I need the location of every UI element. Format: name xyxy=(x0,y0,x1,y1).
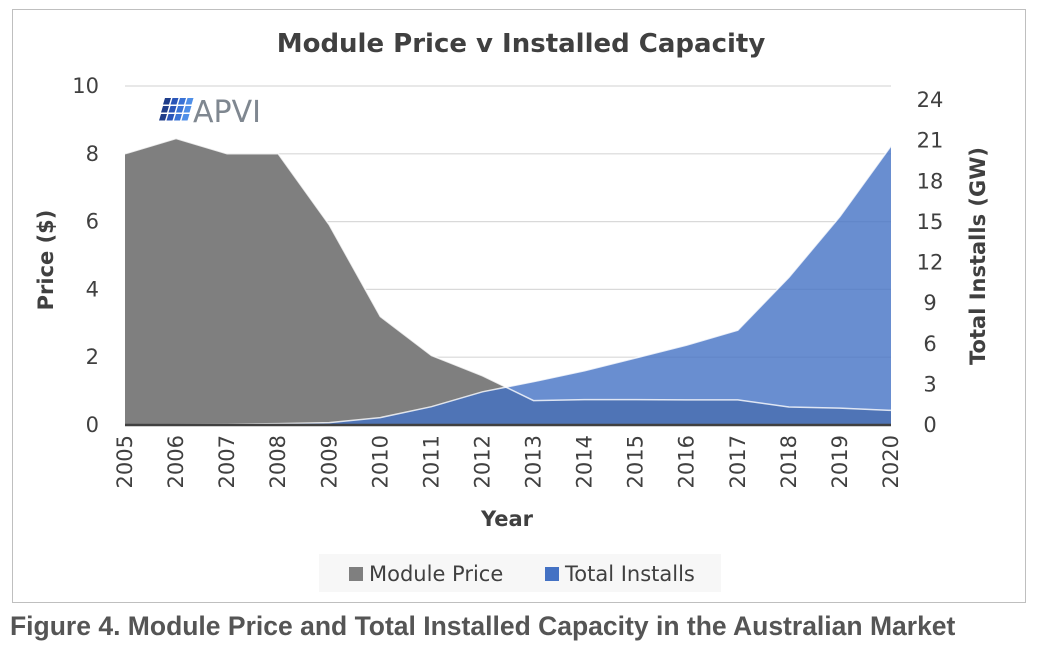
x-tick-label: 2008 xyxy=(266,435,290,488)
logo-cell xyxy=(168,106,177,113)
right-tick-label: 6 xyxy=(923,332,936,356)
left-tick-label: 0 xyxy=(86,413,99,437)
logo-cell xyxy=(183,106,192,113)
x-tick-label: 2017 xyxy=(726,435,750,488)
logo-cell xyxy=(178,98,186,105)
right-tick-label: 0 xyxy=(923,413,936,437)
logo-cell xyxy=(176,106,184,113)
right-axis-ticks: 0 3 6 9 12 15 18 21 24 xyxy=(917,88,944,437)
legend-swatch-module-price xyxy=(349,567,363,581)
apvi-logo-text: APVI xyxy=(193,95,261,130)
chart-frame: Module Price v Installed Capacity APVI 0… xyxy=(12,9,1026,603)
logo-cell xyxy=(161,106,169,113)
x-tick-label: 2014 xyxy=(573,435,597,488)
right-tick-label: 18 xyxy=(917,169,944,193)
x-tick-label: 2015 xyxy=(624,435,648,488)
chart-svg: Module Price v Installed Capacity APVI 0… xyxy=(34,29,990,592)
x-tick-label: 2016 xyxy=(675,435,699,488)
line-module-price xyxy=(124,137,892,412)
x-tick-label: 2012 xyxy=(470,435,494,488)
legend-label-module-price: Module Price xyxy=(369,562,503,586)
left-axis-title: Price ($) xyxy=(34,210,58,311)
legend-swatch-total-installs xyxy=(545,567,559,581)
logo-cell xyxy=(166,114,175,121)
x-tick-label: 2010 xyxy=(368,435,392,488)
x-tick-label: 2007 xyxy=(215,435,239,488)
right-axis-title: Total Installs (GW) xyxy=(966,147,990,365)
x-tick-label: 2020 xyxy=(879,435,903,488)
x-axis-title: Year xyxy=(480,507,534,531)
legend-label-total-installs: Total Installs xyxy=(564,562,695,586)
left-tick-label: 4 xyxy=(86,277,99,301)
area-module-price xyxy=(125,138,891,425)
area-total-installs xyxy=(125,146,891,425)
chart-title: Module Price v Installed Capacity xyxy=(277,29,766,59)
x-tick-label: 2009 xyxy=(317,435,341,488)
apvi-logo-mark xyxy=(159,98,194,121)
right-tick-label: 24 xyxy=(917,88,944,112)
legend-background xyxy=(319,554,721,592)
right-tick-label: 15 xyxy=(917,210,944,234)
x-tick-label: 2005 xyxy=(113,435,137,488)
apvi-logo: APVI xyxy=(159,95,261,130)
figure-caption: Figure 4. Module Price and Total Install… xyxy=(10,611,956,641)
logo-cell xyxy=(163,98,171,105)
right-tick-label: 9 xyxy=(923,291,936,315)
left-tick-label: 2 xyxy=(86,345,99,369)
x-tick-label: 2013 xyxy=(522,435,546,488)
logo-cell xyxy=(174,114,182,121)
left-tick-label: 10 xyxy=(72,74,99,98)
x-tick-label: 2011 xyxy=(419,435,443,488)
logo-cell xyxy=(181,114,190,121)
x-tick-label: 2018 xyxy=(777,435,801,488)
right-tick-label: 21 xyxy=(917,129,944,153)
legend: Module Price Total Installs xyxy=(319,554,721,592)
left-tick-label: 8 xyxy=(86,142,99,166)
area-series xyxy=(124,137,892,426)
logo-cell xyxy=(159,114,167,121)
right-tick-label: 12 xyxy=(917,251,944,275)
logo-cell xyxy=(185,98,194,105)
right-tick-label: 3 xyxy=(923,372,936,396)
left-tick-label: 6 xyxy=(86,210,99,234)
left-axis-ticks: 0 2 4 6 8 10 xyxy=(72,74,99,437)
x-tick-label: 2019 xyxy=(828,435,852,488)
logo-cell xyxy=(170,98,179,105)
x-axis-ticks: 2005 2006 2007 2008 2009 2010 2011 2012 2013 2014… xyxy=(113,435,903,488)
x-tick-label: 2006 xyxy=(164,435,188,488)
